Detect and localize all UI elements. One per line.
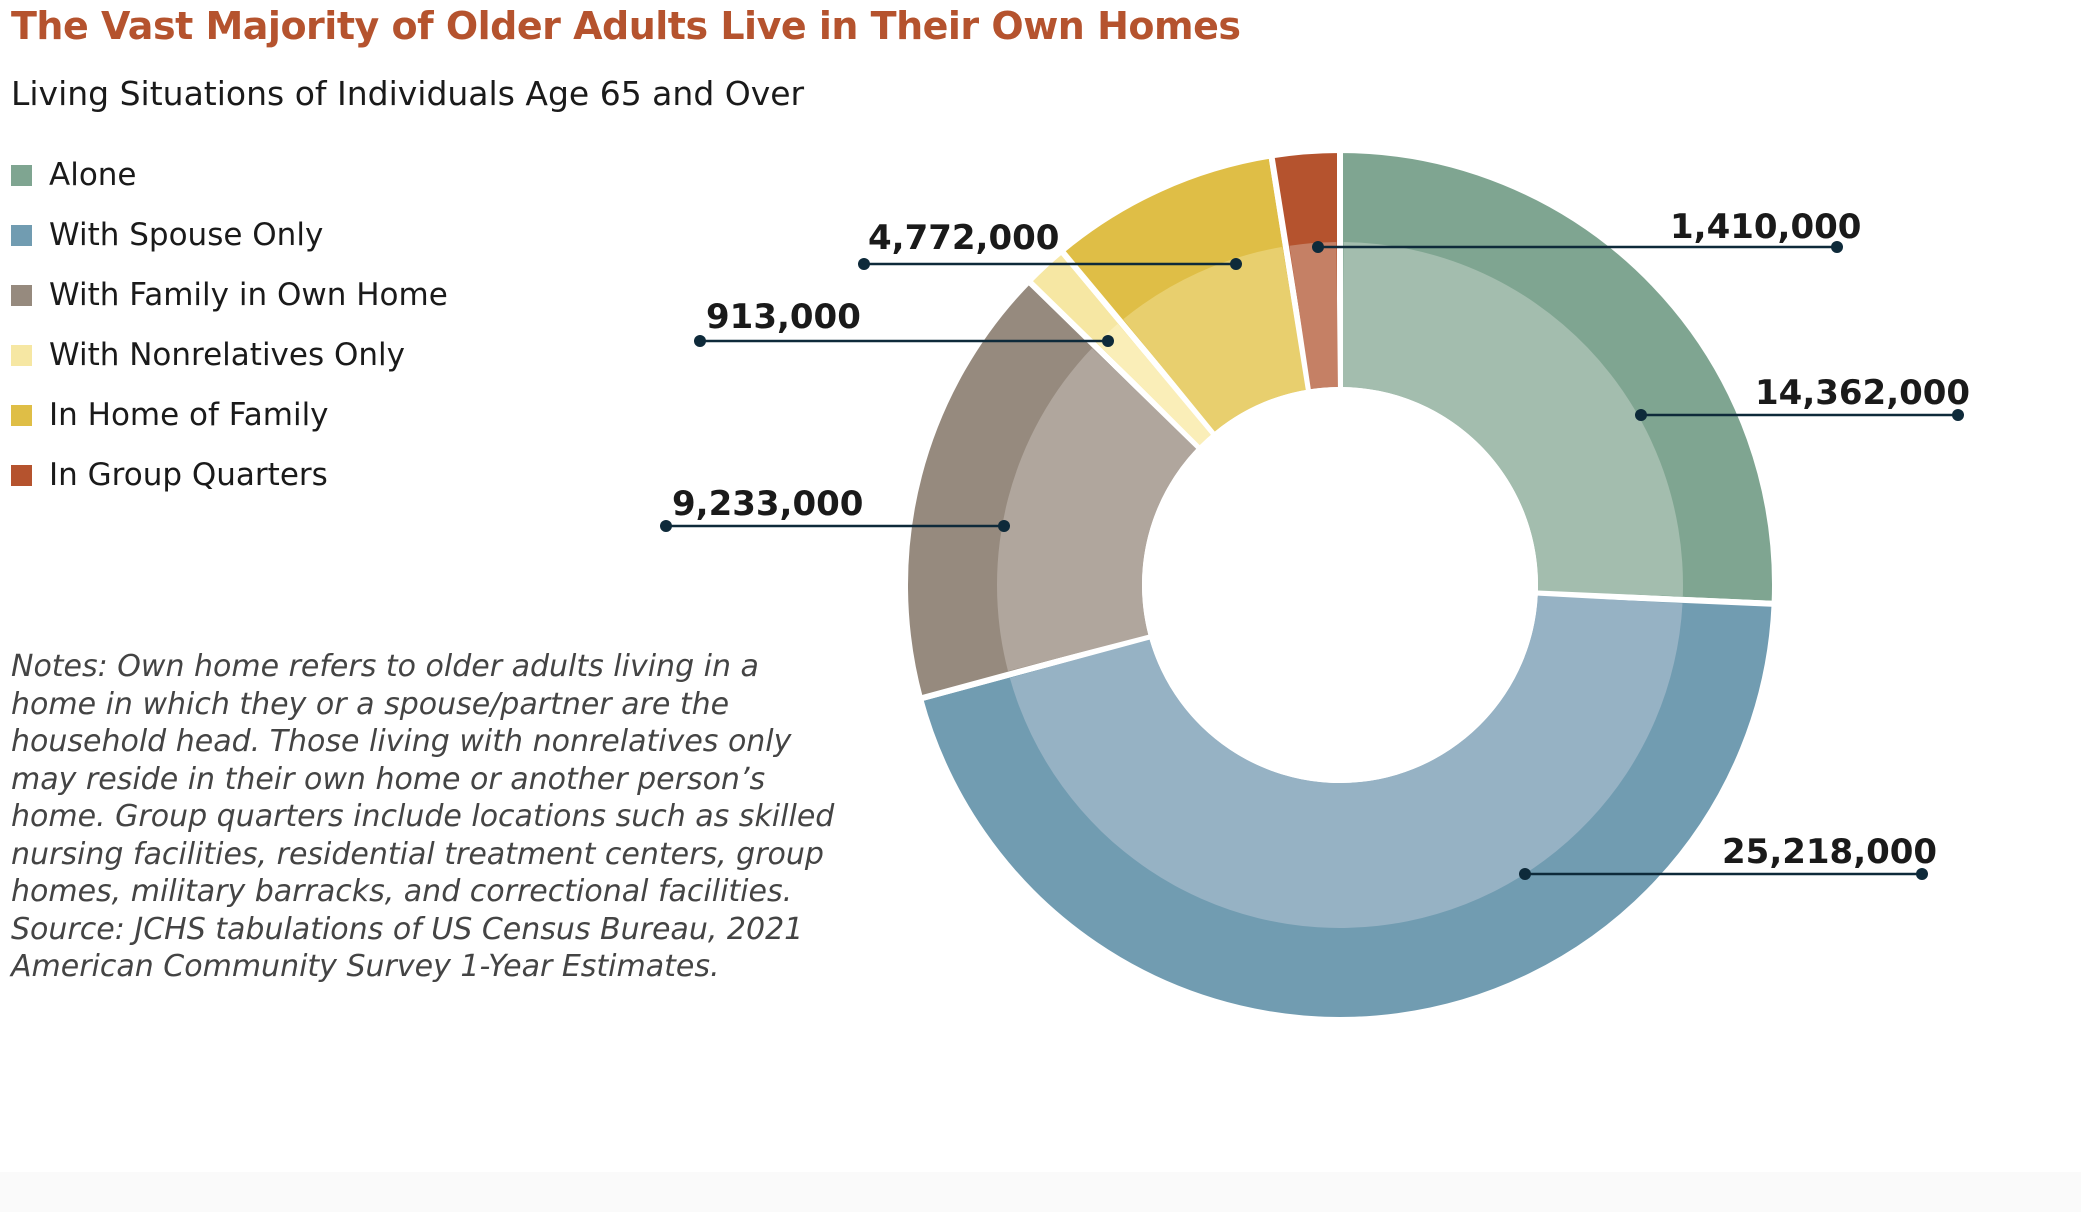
slice-inner-in-group-quarters — [1289, 242, 1338, 390]
legend-label-with-nonrelatives-only: With Nonrelatives Only — [49, 337, 405, 373]
legend-item-in-home-of-family: In Home of Family — [11, 385, 448, 445]
data-label-with-family-in-own-home: 9,233,000 — [672, 484, 863, 524]
notes-block: Notes: Own home refers to older adults l… — [11, 648, 841, 986]
data-labels: 14,362,000 25,218,000 9,233,000 913,0004,77… — [672, 207, 1970, 872]
leader-dot-alone-start — [1635, 409, 1647, 421]
leader-dot-with-nonrelatives-only-end — [694, 335, 706, 347]
legend-label-alone: Alone — [49, 157, 137, 193]
slice-inner-with-nonrelatives-only — [1097, 323, 1212, 446]
slice-inner-in-home-of-family — [1123, 246, 1307, 432]
leader-dot-in-home-of-family-start — [1230, 258, 1242, 270]
legend-label-with-spouse-only: With Spouse Only — [49, 217, 324, 253]
legend: Alone With Spouse Only With Family in Ow… — [11, 145, 448, 505]
legend-label-with-family-in-own-home: With Family in Own Home — [49, 277, 448, 313]
legend-label-in-home-of-family: In Home of Family — [49, 397, 329, 433]
slice-inner-alone — [1342, 242, 1684, 597]
notes-text: Notes: Own home refers to older adults l… — [11, 649, 835, 909]
leader-dot-alone-end — [1952, 409, 1964, 421]
legend-item-with-family-in-own-home: With Family in Own Home — [11, 265, 448, 325]
slice-inner-with-family-in-own-home — [997, 347, 1197, 672]
data-label-in-group-quarters: 1,410,000 — [1670, 207, 1861, 247]
legend-swatch-with-spouse-only — [11, 224, 32, 246]
slice-inner-with-spouse-only — [1009, 595, 1683, 928]
legend-swatch-with-family-in-own-home — [11, 284, 32, 306]
leader-dot-with-family-in-own-home-end — [660, 520, 672, 532]
legend-item-with-nonrelatives-only: With Nonrelatives Only — [11, 325, 448, 385]
donut-slices — [902, 146, 1778, 1023]
source-text: Source: JCHS tabulations of US Census Bu… — [11, 911, 804, 985]
legend-item-with-spouse-only: With Spouse Only — [11, 205, 448, 265]
chart-subtitle: Living Situations of Individuals Age 65 … — [11, 74, 805, 113]
data-label-with-nonrelatives-only: 913,000 — [706, 297, 861, 337]
leader-dot-in-group-quarters-start — [1312, 241, 1324, 253]
legend-swatch-with-nonrelatives-only — [11, 344, 32, 366]
legend-item-alone: Alone — [11, 145, 448, 205]
bottom-strip — [0, 1172, 2081, 1212]
legend-label-in-group-quarters: In Group Quarters — [49, 457, 328, 493]
legend-swatch-in-home-of-family — [11, 404, 32, 426]
leader-dot-with-family-in-own-home-start — [998, 520, 1010, 532]
leader-dot-with-spouse-only-end — [1916, 868, 1928, 880]
legend-item-in-group-quarters: In Group Quarters — [11, 445, 448, 505]
chart-title: The Vast Majority of Older Adults Live i… — [11, 4, 1241, 48]
data-label-alone: 14,362,000 — [1755, 373, 1970, 413]
leader-dot-with-spouse-only-start — [1519, 868, 1531, 880]
donut-hole — [1142, 387, 1538, 783]
leader-dot-in-home-of-family-end — [858, 258, 870, 270]
data-label-with-spouse-only: 25,218,000 — [1722, 832, 1937, 872]
leader-dot-with-nonrelatives-only-start — [1102, 335, 1114, 347]
data-label-in-home-of-family: 4,772,000 — [868, 218, 1059, 258]
legend-swatch-in-group-quarters — [11, 464, 32, 486]
leader-dot-in-group-quarters-end — [1831, 241, 1843, 253]
leader-lines — [660, 241, 1964, 880]
legend-swatch-alone — [11, 164, 32, 186]
